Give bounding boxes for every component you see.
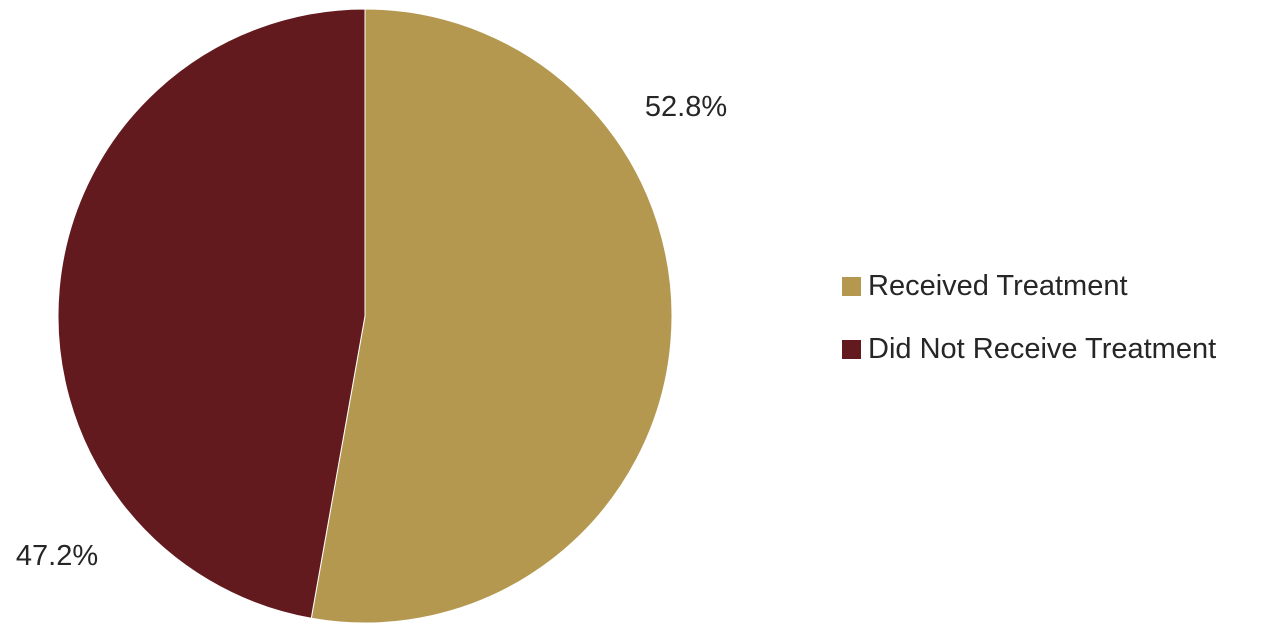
- legend: Received Treatment Did Not Receive Treat…: [842, 266, 1216, 392]
- data-label-received-treatment: 52.8%: [645, 91, 727, 123]
- legend-label-did-not-receive-treatment: Did Not Receive Treatment: [868, 333, 1217, 365]
- data-label-did-not-receive-treatment: 47.2%: [16, 540, 98, 572]
- legend-item-did-not-receive-treatment: Did Not Receive Treatment: [842, 329, 1216, 370]
- pie-slice-did-not-receive-treatment: [57, 8, 366, 619]
- pie-slices: [57, 8, 673, 624]
- legend-swatch-did-not-receive-treatment: [842, 340, 861, 359]
- legend-item-received-treatment: Received Treatment: [842, 266, 1216, 307]
- pie-slice-received-treatment: [310, 8, 673, 624]
- legend-swatch-received-treatment: [842, 277, 861, 296]
- legend-label-received-treatment: Received Treatment: [868, 270, 1128, 302]
